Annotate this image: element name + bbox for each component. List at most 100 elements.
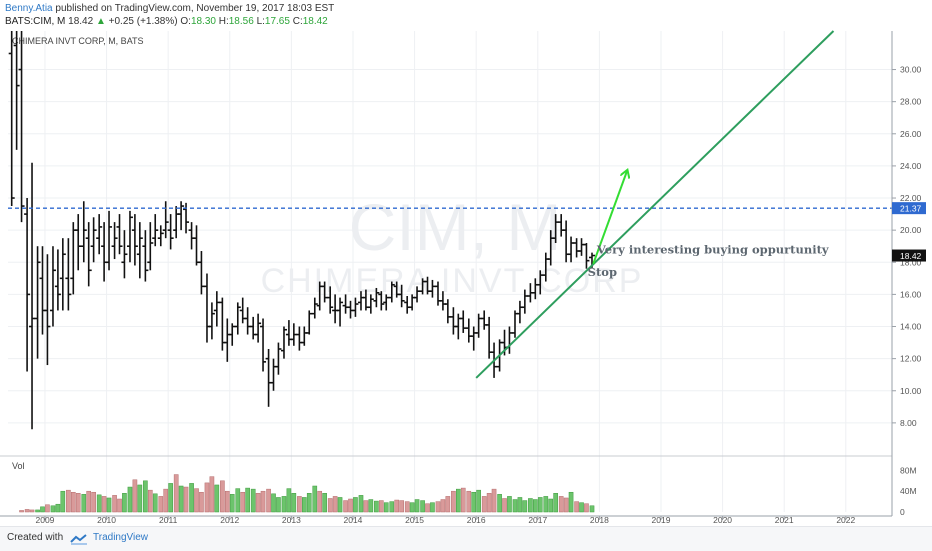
- footer: Created with TradingView: [0, 526, 932, 551]
- volume-bar: [451, 490, 456, 513]
- tradingview-link[interactable]: TradingView: [93, 532, 149, 543]
- price-tick-26.00: 26.00: [900, 129, 922, 139]
- ohlc-bar: [563, 220, 570, 263]
- symbol-label: BATS:CIM, M: [5, 16, 66, 27]
- resistance-badge-label: 21.37: [900, 204, 922, 214]
- ohlc-bar: [49, 246, 56, 327]
- volume-bar: [476, 489, 481, 513]
- volume-tick-40M: 40M: [900, 486, 917, 496]
- last-price-badge-label: 18.42: [900, 251, 922, 261]
- ohlc-bar: [270, 358, 277, 391]
- volume-bar: [399, 500, 404, 513]
- ohlc-bar: [229, 323, 236, 346]
- ohlc-bar: [321, 281, 328, 303]
- low-value: 17.65: [264, 16, 290, 27]
- volume-bar: [497, 494, 502, 513]
- grid: [8, 31, 892, 512]
- volume-bar: [81, 494, 87, 513]
- ohlc-bar: [290, 323, 297, 346]
- change-value: +0.25 (+1.38%): [108, 16, 178, 27]
- resistance-badge: [892, 202, 926, 215]
- time-tick-2020: 2020: [713, 515, 732, 525]
- volume-label: Vol: [12, 461, 25, 471]
- high-value: 18.56: [228, 16, 254, 27]
- ohlc-bar: [475, 313, 482, 338]
- volume-bar: [209, 476, 215, 513]
- volume-bar: [255, 493, 261, 513]
- volume-bar: [394, 499, 400, 513]
- volume-bar: [528, 498, 533, 513]
- ohlc-bar: [116, 214, 123, 255]
- ohlc-bar: [301, 326, 308, 346]
- volume-bar: [374, 500, 379, 513]
- publish-text: published on TradingView.com, November 1…: [55, 3, 335, 14]
- volume-bar: [291, 493, 297, 513]
- ohlc-bar: [260, 318, 267, 372]
- ohlc-bar: [18, 31, 25, 223]
- price-tick-30.00: 30.00: [900, 65, 922, 75]
- watermark-symbol: CIM, M: [349, 190, 562, 264]
- volume-bar: [440, 499, 446, 513]
- ohlc-bar: [96, 214, 103, 255]
- volume-bar: [322, 493, 327, 513]
- volume-bar: [558, 496, 564, 513]
- time-tick-2017: 2017: [528, 515, 547, 525]
- volume-bar: [163, 488, 169, 513]
- ohlc-bar: [414, 286, 421, 303]
- volume-bar: [117, 498, 122, 513]
- ohlc-bar: [178, 201, 185, 231]
- volume-bar: [348, 498, 353, 513]
- low-label: L:: [256, 16, 265, 27]
- volume-bar: [260, 490, 266, 513]
- volume-bar: [306, 493, 312, 513]
- volume-bar: [19, 510, 24, 513]
- volume-bar: [522, 500, 528, 513]
- ohlc-bar: [75, 214, 82, 271]
- time-tick-2015: 2015: [405, 515, 424, 525]
- ohlc-bar: [213, 291, 220, 327]
- close-value: 18.42: [302, 16, 328, 27]
- ohlc-bar: [85, 222, 92, 287]
- volume-bar: [112, 495, 117, 513]
- volume-bar: [533, 499, 538, 513]
- volume-bar: [183, 486, 189, 513]
- ohlc-bar: [367, 294, 374, 314]
- volume-bar: [579, 502, 584, 513]
- volume-bar: [276, 497, 281, 513]
- price-tick-8.00: 8.00: [900, 418, 917, 428]
- price-tick-20.00: 20.00: [900, 225, 922, 235]
- volume-bar: [122, 493, 127, 513]
- volume-bar: [214, 484, 220, 513]
- time-tick-2018: 2018: [590, 515, 609, 525]
- price-bars: [8, 31, 595, 430]
- trendline: [475, 30, 835, 379]
- volume-bar: [194, 488, 199, 513]
- volume-bar: [266, 488, 271, 513]
- author-link[interactable]: Benny.Atia: [5, 3, 53, 14]
- ohlc-bar: [59, 238, 66, 311]
- volume-bar: [383, 502, 389, 513]
- volume-bar: [152, 493, 158, 513]
- ohlc-bar: [460, 310, 467, 333]
- volume-bar: [337, 497, 343, 513]
- high-label: H:: [218, 16, 229, 27]
- volume-bar: [40, 506, 45, 513]
- volume-bar: [173, 474, 179, 513]
- ohlc-bar: [80, 201, 87, 263]
- volume-bar: [460, 487, 466, 513]
- volume-bar: [96, 494, 102, 513]
- volume-bar: [445, 496, 451, 513]
- ohlc-bar: [121, 230, 128, 279]
- ohlc-bar: [90, 217, 97, 263]
- ohlc-bar: [552, 214, 559, 243]
- ohlc-bar: [29, 162, 36, 430]
- ohlc-bar: [398, 284, 405, 308]
- volume-bar: [548, 498, 554, 513]
- volume-bar: [55, 503, 61, 513]
- ohlc-bar: [373, 287, 380, 308]
- ohlc-bar: [244, 307, 251, 335]
- volume-bar: [409, 502, 415, 513]
- volume-bar: [486, 493, 492, 513]
- ohlc-bar: [152, 214, 159, 247]
